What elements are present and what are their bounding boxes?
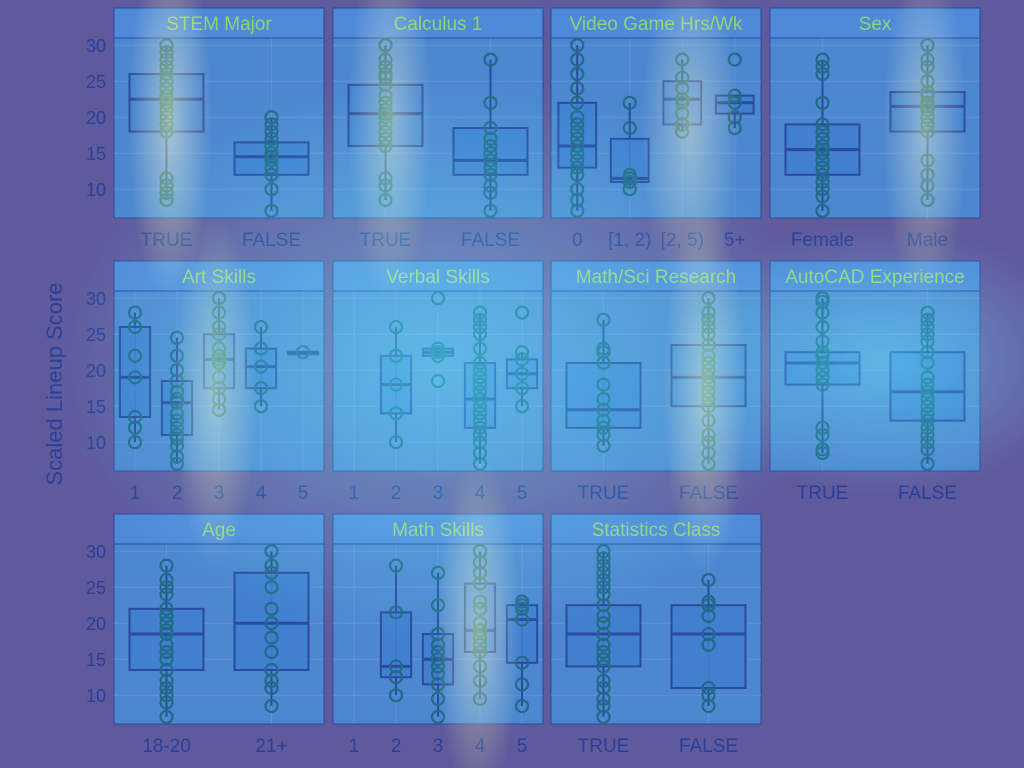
box-iqr — [670, 604, 747, 690]
x-tick-label: TRUE — [141, 230, 193, 251]
x-tick-label: Female — [791, 230, 854, 251]
y-tick-label: 15 — [86, 397, 106, 417]
y-tick-label: 10 — [86, 686, 106, 706]
x-tick-label: 2 — [391, 483, 402, 504]
x-tick-label: [1, 2) — [608, 230, 651, 251]
x-tick-label: FALSE — [461, 230, 520, 251]
y-tick-label: 25 — [86, 72, 106, 92]
x-tick-label: Male — [907, 230, 948, 251]
y-tick-label: 10 — [86, 433, 106, 453]
facet-title: Math/Sci Research — [576, 267, 737, 288]
x-tick-label: 5 — [517, 483, 528, 504]
facet-panel: Math/Sci Research TRUE FALSE — [550, 260, 762, 504]
y-tick-label: 20 — [86, 108, 106, 128]
facet-title: Sex — [859, 14, 892, 35]
x-tick-label: 2 — [172, 483, 183, 504]
y-tick-label: 10 — [86, 180, 106, 200]
facet-title: Age — [202, 520, 236, 541]
x-tick-label: FALSE — [898, 483, 957, 504]
facet-panel: STEM Major 10 15 20 25 30 TRUE FALSE — [86, 7, 325, 251]
x-tick-label: 4 — [256, 483, 267, 504]
x-tick-label: 3 — [433, 483, 444, 504]
x-tick-label: 2 — [391, 736, 402, 757]
facet-title: Art Skills — [182, 267, 256, 288]
x-tick-label: TRUE — [360, 230, 412, 251]
facet-panel: AutoCAD Experience TRUE FALSE — [769, 260, 981, 504]
y-axis-label: Scaled Lineup Score — [42, 282, 67, 485]
facet-title: Video Game Hrs/Wk — [570, 14, 743, 35]
x-tick-label: 4 — [475, 736, 486, 757]
y-tick-label: 15 — [86, 144, 106, 164]
x-tick-label: 1 — [349, 736, 360, 757]
facet-title: AutoCAD Experience — [785, 267, 965, 288]
x-tick-label: FALSE — [679, 736, 738, 757]
facet-panel: Video Game Hrs/Wk 0 [1, 2) [2, 5) 5+ — [550, 7, 762, 251]
x-tick-label: FALSE — [679, 483, 738, 504]
facet-panel: Sex Female Male — [769, 7, 981, 251]
x-tick-label: 5 — [517, 736, 528, 757]
y-tick-label: 20 — [86, 614, 106, 634]
facet-panel: Verbal Skills 1 2 3 4 5 — [332, 260, 544, 504]
x-tick-label: FALSE — [242, 230, 301, 251]
x-tick-label: 3 — [214, 483, 225, 504]
box-iqr — [233, 571, 310, 671]
facet-title: Verbal Skills — [386, 267, 490, 288]
facet-panel: Age 10 15 20 25 30 18-20 21+ — [86, 513, 325, 757]
x-tick-label: 1 — [349, 483, 360, 504]
facet-title: STEM Major — [166, 14, 272, 35]
x-tick-label: 21+ — [255, 736, 287, 757]
y-tick-label: 30 — [86, 542, 106, 562]
box-iqr — [463, 362, 497, 429]
x-tick-label: 3 — [433, 736, 444, 757]
y-tick-label: 25 — [86, 325, 106, 345]
x-tick-label: [2, 5) — [661, 230, 704, 251]
x-tick-label: 0 — [572, 230, 583, 251]
y-tick-label: 25 — [86, 578, 106, 598]
x-tick-label: 5+ — [724, 230, 746, 251]
x-tick-label: TRUE — [797, 483, 849, 504]
facet-panel: Art Skills 10 15 20 25 30 1 2 3 4 5 — [86, 260, 325, 504]
y-tick-label: 30 — [86, 289, 106, 309]
box-iqr — [565, 362, 642, 429]
y-tick-label: 30 — [86, 36, 106, 56]
facet-title: Calculus 1 — [394, 14, 483, 35]
facet-title: Math Skills — [392, 520, 484, 541]
y-tick-label: 15 — [86, 650, 106, 670]
box-iqr — [557, 101, 598, 169]
facet-title: Statistics Class — [592, 520, 721, 541]
x-tick-label: TRUE — [578, 483, 630, 504]
x-tick-label: 4 — [475, 483, 486, 504]
x-tick-label: TRUE — [578, 736, 630, 757]
facet-panel: Calculus 1 TRUE FALSE — [332, 7, 544, 251]
x-tick-label: 5 — [298, 483, 309, 504]
x-tick-label: 18-20 — [142, 736, 191, 757]
facet-panel: Statistics Class TRUE FALSE — [550, 513, 762, 757]
x-tick-label: 1 — [130, 483, 141, 504]
y-tick-label: 20 — [86, 361, 106, 381]
facet-panel: Math Skills 1 2 3 4 5 — [332, 513, 544, 757]
